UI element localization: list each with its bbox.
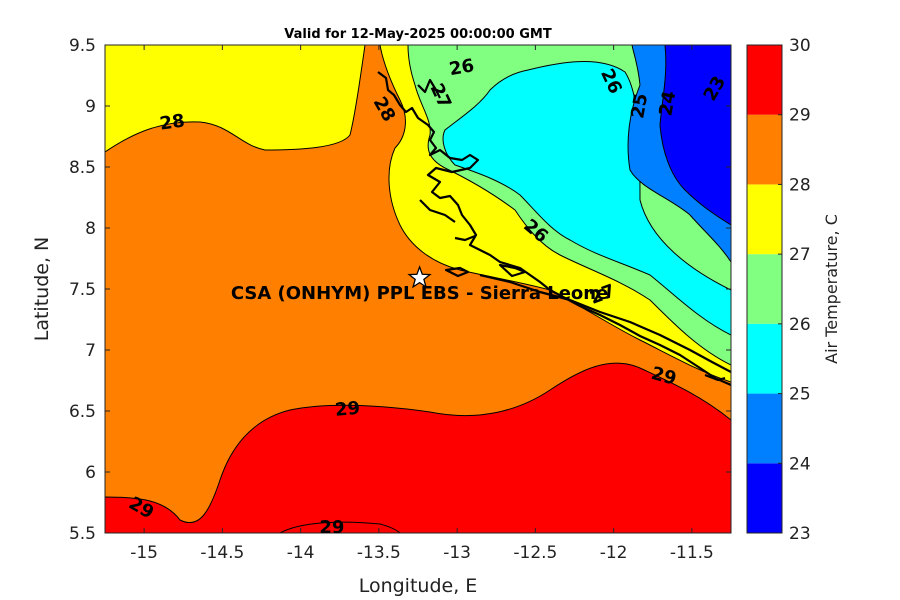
x-axis-label: Longitude, E [359, 575, 478, 597]
star-icon [407, 265, 432, 289]
y-tick-label: 6 [85, 463, 96, 483]
y-tick-label: 8 [85, 219, 96, 239]
coastline-islands [444, 263, 527, 278]
contour-label: 28 [158, 110, 186, 134]
colorbar-tick-label: 29 [789, 106, 811, 126]
band-29-south-patch [279, 521, 401, 533]
y-tick-label: 7 [85, 341, 96, 361]
colorbar-segment [747, 45, 782, 115]
colorbar-segment [747, 323, 782, 394]
y-tick-label: 7.5 [69, 280, 96, 300]
x-axis-ticks: -15 -14.5 -14 -13.5 -13 -12.5 -12 -11.5 [130, 45, 714, 563]
x-tick-label: -11.5 [670, 543, 714, 563]
x-tick-label: -13 [443, 543, 471, 563]
y-axis-ticks: 5.5 6 6.5 7 7.5 8 8.5 9 9.5 [69, 36, 731, 544]
colorbar-segment [747, 463, 782, 533]
band-29-30 [105, 362, 731, 533]
colorbar-tick-label: 23 [789, 524, 811, 544]
y-tick-label: 9.5 [69, 36, 96, 56]
band-27-28-northwest [105, 45, 366, 153]
temperature-field [105, 45, 731, 533]
x-tick-label: -12.5 [513, 543, 557, 563]
y-tick-label: 6.5 [69, 402, 96, 422]
colorbar-segment [747, 184, 782, 255]
colorbar-tick-label: 27 [789, 245, 811, 265]
coastline [377, 71, 731, 387]
y-tick-label: 5.5 [69, 524, 96, 544]
coastline-river-4 [704, 373, 726, 382]
colorbar-tick-label: 26 [789, 315, 811, 335]
colorbar: 23 24 25 26 27 28 29 30 [746, 36, 811, 544]
x-tick-label: -12 [600, 543, 628, 563]
contour-label: 29 [319, 517, 344, 538]
colorbar-tick-label: 30 [789, 36, 811, 56]
band-23-24 [659, 45, 731, 226]
map-title: Valid for 12-May-2025 00:00:00 GMT [284, 27, 552, 42]
site-label: CSA (ONHYM) PPL EBS - Sierra Leone [231, 283, 608, 304]
contour-label: 24 [655, 89, 680, 117]
colorbar-segment [747, 254, 782, 324]
x-tick-label: -13.5 [357, 543, 401, 563]
coastline-sherbro [479, 273, 731, 373]
coastline-river-2 [419, 199, 456, 223]
contour-label: 25 [627, 92, 652, 120]
colorbar-segment [747, 114, 782, 185]
contour-label: 26 [448, 55, 476, 80]
colorbar-label: Air Temperature, C [822, 214, 841, 364]
y-tick-label: 9 [85, 97, 96, 117]
colorbar-tick-label: 25 [789, 385, 811, 405]
coastline-river-1 [417, 78, 441, 99]
y-axis-label: Latitude, N [31, 237, 53, 342]
colorbar-tick-label: 24 [789, 454, 811, 474]
site-marker: CSA (ONHYM) PPL EBS - Sierra Leone [231, 265, 608, 304]
y-tick-label: 8.5 [69, 158, 96, 178]
x-tick-label: -15 [130, 543, 158, 563]
x-tick-label: -14.5 [200, 543, 244, 563]
colorbar-segment [747, 393, 782, 464]
colorbar-tick-label: 28 [789, 175, 811, 195]
contour-label: 29 [334, 398, 361, 421]
coastline-river-3 [454, 234, 476, 242]
colorbar-frame [746, 44, 783, 534]
x-tick-label: -14 [287, 543, 315, 563]
coastline-main [377, 71, 731, 387]
